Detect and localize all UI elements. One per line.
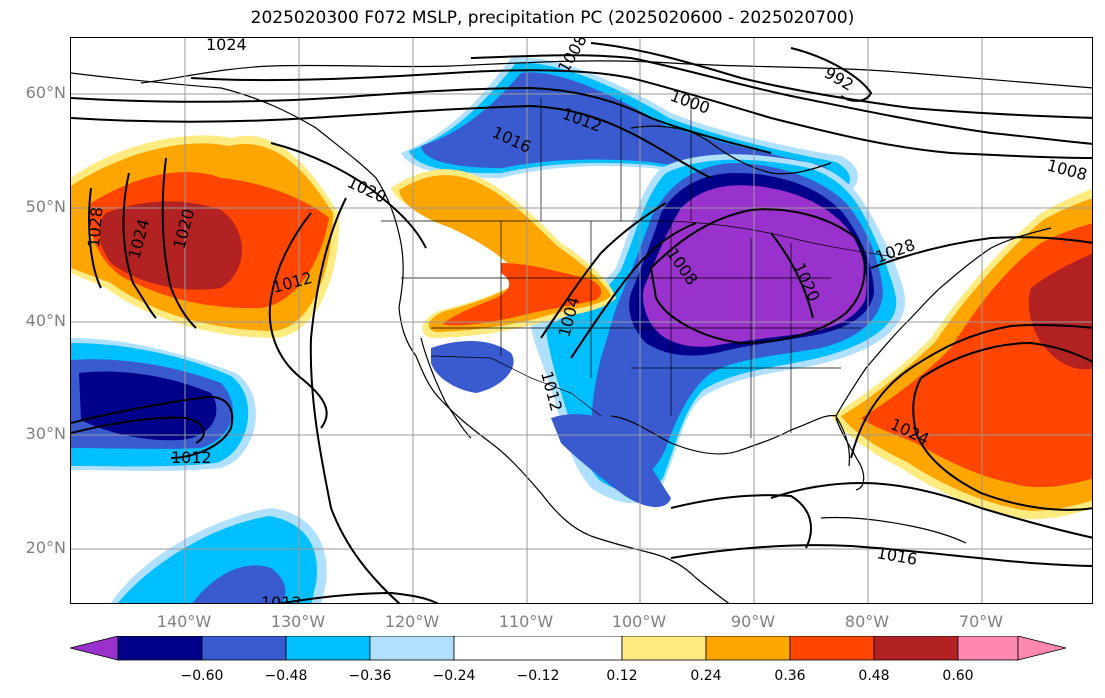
isobar-1016-caribbean bbox=[670, 544, 1092, 567]
colorbar-tick-5: 0.12 bbox=[606, 668, 638, 684]
colorbar-segment-6 bbox=[621, 636, 707, 661]
isobar-1016-atlantic bbox=[770, 481, 1092, 539]
isobar-1012-gulf bbox=[670, 494, 812, 549]
colorbar-segment-3 bbox=[285, 636, 371, 661]
precip-fill-mexico-blue bbox=[551, 414, 671, 508]
coastline-arctic bbox=[140, 60, 1092, 89]
lat-label-60n: 60°N bbox=[25, 83, 66, 102]
colorbar-tick-3: −0.24 bbox=[432, 668, 476, 684]
map-canvas: 1024 1028 1024 1020 1012 1020 1016 1012 … bbox=[71, 38, 1092, 604]
isobar-label-1008-north: 1008 bbox=[554, 38, 591, 76]
coastline-florida bbox=[835, 417, 865, 491]
map-title: 2025020300 F072 MSLP, precipitation PC (… bbox=[250, 8, 855, 28]
isobar-1020-bc bbox=[270, 142, 427, 249]
isobar-1008-north bbox=[190, 69, 1092, 159]
coastline-cuba bbox=[820, 516, 967, 544]
precip-fill-atlantic-darkred bbox=[1028, 253, 1092, 370]
colorbar-segments bbox=[70, 636, 1067, 661]
isobar-1016-north bbox=[71, 104, 712, 179]
isobar-1012-central bbox=[540, 202, 667, 339]
isobar-label-1012-south: 1012 bbox=[261, 593, 302, 604]
isobar-1024-atlantic bbox=[912, 341, 1092, 511]
isobar-1012-sw bbox=[71, 396, 234, 459]
isobar-1020-east bbox=[770, 232, 814, 319]
lon-label-90w: 90°W bbox=[730, 612, 776, 631]
colorbar-segment-7 bbox=[705, 636, 791, 661]
lon-label-140w: 140°W bbox=[156, 612, 212, 631]
isobar-1024-pacific bbox=[122, 172, 157, 319]
lon-label-120w: 120°W bbox=[384, 612, 440, 631]
colorbar-segment-8 bbox=[789, 636, 875, 661]
lon-label-110w: 110°W bbox=[498, 612, 554, 631]
isobar-1020-pacific bbox=[161, 157, 197, 329]
colorbar-tick-4: −0.12 bbox=[516, 668, 560, 684]
isobar-1000-north bbox=[590, 42, 1092, 119]
isobar-1012-pacific bbox=[268, 212, 328, 429]
colorbar-segment-10 bbox=[957, 636, 1019, 661]
colorbar-segment-5 bbox=[453, 636, 623, 661]
coastline-north-america-west bbox=[71, 72, 730, 603]
lat-label-50n: 50°N bbox=[25, 197, 66, 216]
isobar-1012-s bbox=[276, 591, 440, 603]
isobar-label-1008-east: 1008 bbox=[1045, 156, 1089, 185]
isobar-label-1016-caribbean: 1016 bbox=[875, 543, 918, 569]
isobar-1004-north bbox=[470, 54, 1092, 145]
map-panel[interactable]: 1024 1028 1024 1020 1012 1020 1016 1012 … bbox=[70, 37, 1093, 604]
coastline-baja bbox=[420, 337, 472, 439]
border-us-mexico bbox=[430, 355, 602, 417]
colorbar-segment-10-arrow bbox=[1017, 636, 1067, 661]
precip-fill-pacific-darkred bbox=[99, 201, 243, 290]
precip-fill-layer bbox=[71, 57, 1092, 603]
precip-fill-s-medblue bbox=[192, 565, 286, 603]
isobar-label-1020-bc: 1020 bbox=[344, 172, 389, 206]
isobar-1012-north bbox=[71, 86, 772, 154]
colorbar bbox=[70, 636, 1067, 661]
coastline-layer bbox=[71, 60, 1092, 603]
isobar-layer bbox=[71, 42, 1092, 603]
isobar-1028-east bbox=[870, 236, 1092, 269]
colorbar-tick-6: 0.24 bbox=[690, 668, 722, 684]
isobar-992-north bbox=[790, 47, 873, 102]
coastline-east bbox=[835, 227, 1052, 417]
isobar-1008-sw bbox=[71, 416, 205, 444]
isobar-1008-low bbox=[649, 208, 866, 345]
isobar-1004-central bbox=[570, 222, 697, 359]
colorbar-segment-1 bbox=[117, 636, 203, 661]
lat-label-20n: 20°N bbox=[25, 538, 66, 557]
colorbar-tick-1: −0.48 bbox=[264, 668, 308, 684]
lat-label-30n: 30°N bbox=[25, 424, 66, 443]
colorbar-tick-0: −0.60 bbox=[180, 668, 224, 684]
isobar-label-1028-pacific: 1028 bbox=[84, 206, 106, 248]
colorbar-segment-0 bbox=[70, 636, 119, 661]
lon-label-70w: 70°W bbox=[958, 612, 1004, 631]
colorbar-segment-9 bbox=[873, 636, 959, 661]
isobar-label-1012-sw: 1012 bbox=[171, 448, 212, 467]
lat-label-40n: 40°N bbox=[25, 311, 66, 330]
lon-label-130w: 130°W bbox=[270, 612, 326, 631]
isobar-1028-pacific bbox=[88, 187, 102, 289]
colorbar-segment-2 bbox=[201, 636, 287, 661]
isobar-label-1000-north: 1000 bbox=[668, 86, 713, 118]
lon-label-80w: 80°W bbox=[844, 612, 890, 631]
isobar-1016-pacific bbox=[309, 197, 401, 603]
coastline-hudson bbox=[630, 125, 832, 175]
lon-label-100w: 100°W bbox=[611, 612, 667, 631]
precip-fill-nw-blue bbox=[431, 341, 514, 393]
isobar-label-1024-top: 1024 bbox=[206, 38, 247, 54]
colorbar-tick-2: −0.36 bbox=[348, 668, 392, 684]
colorbar-tick-8: 0.48 bbox=[858, 668, 890, 684]
colorbar-tick-7: 0.36 bbox=[774, 668, 806, 684]
border-layer bbox=[381, 98, 902, 438]
coastline-gulf bbox=[610, 414, 851, 467]
colorbar-tick-9: 0.60 bbox=[942, 668, 974, 684]
isobar-1020-atlantic bbox=[850, 324, 1092, 459]
colorbar-segment-4 bbox=[369, 636, 455, 661]
precip-fill-rockies-red bbox=[443, 263, 602, 326]
